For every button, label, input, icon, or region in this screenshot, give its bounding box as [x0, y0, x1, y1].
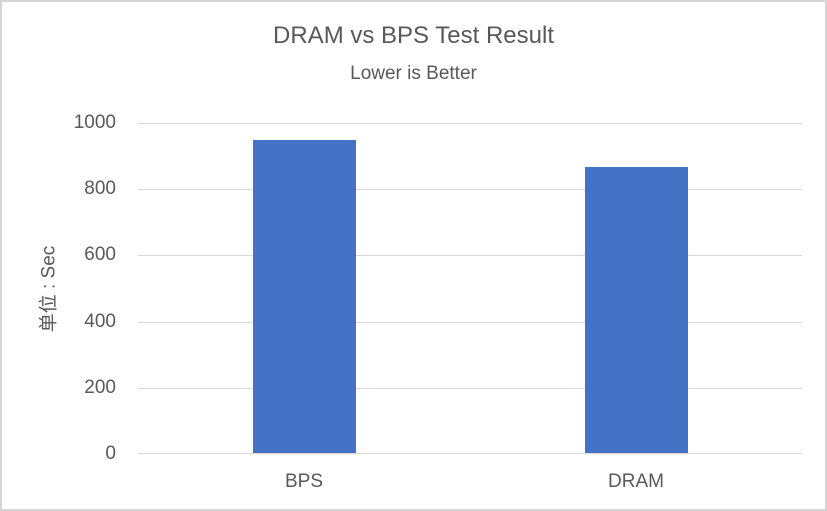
y-tick-label: 800	[84, 178, 116, 200]
x-axis-line	[138, 453, 802, 454]
x-category-label: DRAM	[608, 471, 664, 492]
bar-dram	[585, 167, 688, 453]
plot-area	[138, 123, 802, 454]
chart-subtitle: Lower is Better	[350, 63, 477, 84]
y-tick-label: 600	[84, 244, 116, 266]
gridline	[138, 189, 802, 191]
y-tick-label: 1000	[73, 112, 116, 133]
x-category-label: BPS	[284, 471, 324, 492]
y-tick-label: 400	[84, 310, 116, 332]
bar-bps	[253, 140, 356, 453]
y-tick-label: 200	[84, 376, 116, 398]
gridline	[138, 387, 802, 389]
gridline	[138, 321, 802, 323]
gridline	[138, 255, 802, 257]
gridline	[138, 123, 802, 124]
y-tick-label: 0	[105, 443, 116, 464]
chart-title: DRAM vs BPS Test Result	[273, 22, 554, 49]
